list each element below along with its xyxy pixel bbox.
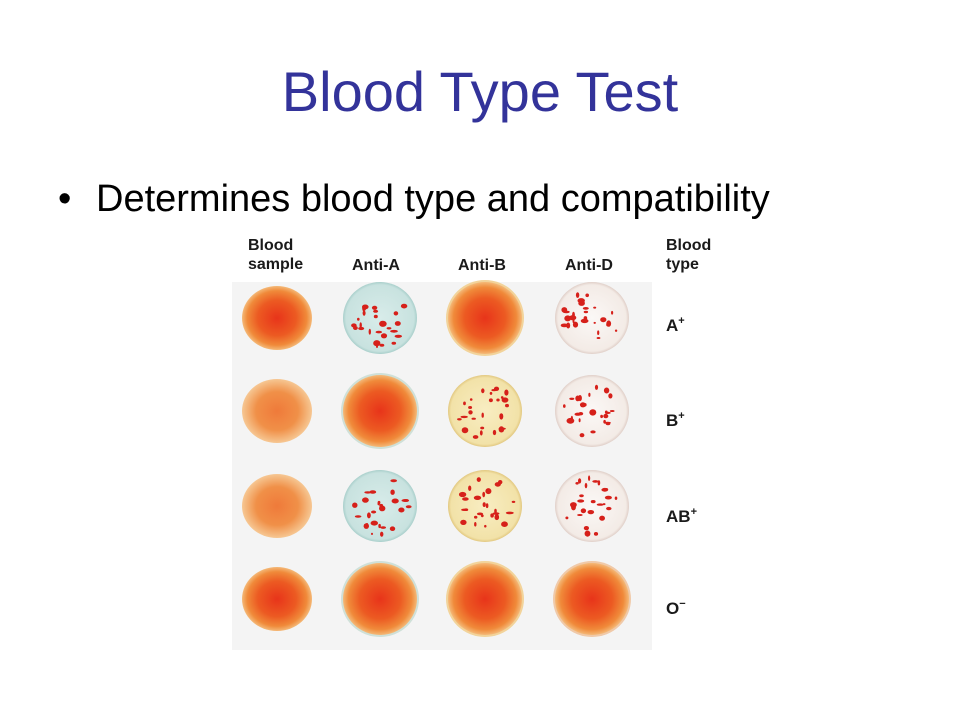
well-anti-a-row-0	[343, 282, 417, 354]
blood-typing-figure: Blood sample Anti-A Anti-B Anti-D Blood ty…	[232, 230, 732, 650]
well-sample-row-2	[242, 474, 312, 538]
well-sample-row-0	[242, 286, 312, 350]
well-anti-b-row-3	[446, 561, 524, 637]
bullet-symbol: •	[58, 178, 72, 220]
well-anti-d-row-2	[555, 470, 629, 542]
bullet-item: • Determines blood type and compatibilit…	[58, 176, 770, 222]
column-header-anti-b: Anti-B	[458, 257, 506, 274]
slide-title: Blood Type Test	[281, 60, 679, 123]
blood-type-label-2: AB+	[666, 506, 697, 526]
column-header-blood-sample: Blood sample	[248, 237, 304, 273]
well-anti-a-row-2	[343, 470, 417, 542]
well-anti-a-row-1	[341, 373, 419, 449]
bullet-text: Determines blood type and compatibility	[96, 178, 770, 220]
well-anti-a-row-3	[341, 561, 419, 637]
well-sample-row-3	[242, 567, 312, 631]
blood-type-label-3: O−	[666, 598, 686, 618]
blood-type-label-0: A+	[666, 315, 685, 335]
column-header-anti-a: Anti-A	[352, 257, 400, 274]
agglutination-wells	[232, 280, 652, 650]
column-header-anti-d: Anti-D	[565, 257, 613, 274]
well-anti-d-row-3	[553, 561, 631, 637]
well-anti-d-row-1	[555, 375, 629, 447]
well-anti-b-row-0	[446, 280, 524, 356]
well-anti-b-row-2	[448, 470, 522, 542]
blood-type-label-1: B+	[666, 410, 685, 430]
column-header-blood-type: Blood type	[666, 237, 712, 273]
well-sample-row-1	[242, 379, 312, 443]
well-anti-b-row-1	[448, 375, 522, 447]
well-anti-d-row-0	[555, 282, 629, 354]
